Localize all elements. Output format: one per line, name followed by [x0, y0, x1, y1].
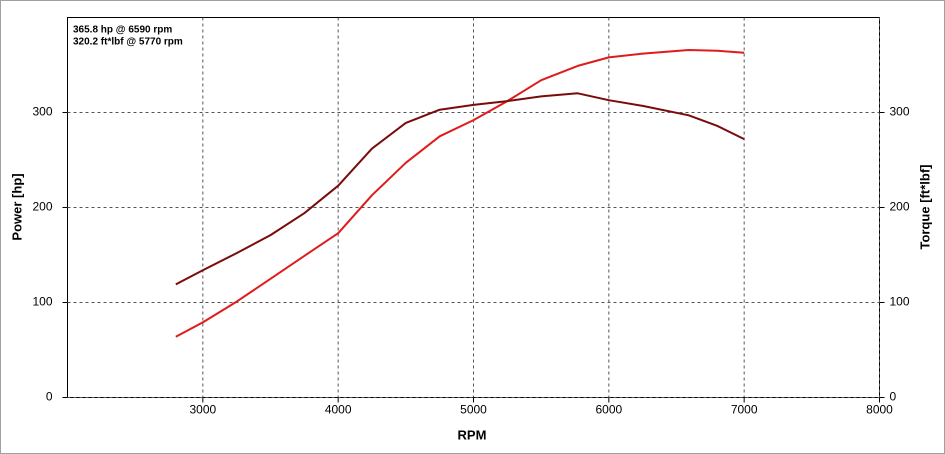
plot-area	[67, 17, 880, 398]
y-tick-label: 0	[46, 390, 53, 404]
x-tick-label: 3000	[189, 403, 216, 417]
x-tick-label: 7000	[731, 403, 758, 417]
y2-tick-label: 300	[890, 105, 910, 119]
y2-tick-label: 200	[890, 200, 910, 214]
annotation: 365.8 hp @ 6590 rpm	[73, 25, 172, 36]
annotation: 320.2 ft*lbf @ 5770 rpm	[73, 37, 183, 48]
y-tick-label: 200	[32, 200, 52, 214]
x-tick-label: 6000	[595, 403, 622, 417]
x-tick-label: 8000	[866, 403, 893, 417]
x-tick-label: 4000	[325, 403, 352, 417]
y2-tick-label: 0	[890, 390, 897, 404]
x-axis-title: RPM	[458, 427, 487, 442]
y-tick-label: 100	[32, 295, 52, 309]
x-tick-label: 5000	[460, 403, 487, 417]
series-line	[175, 49, 745, 338]
series-line	[175, 92, 745, 286]
y2-axis-title: Torque [ft*lbf]	[917, 165, 932, 250]
y-tick-label: 300	[32, 105, 52, 119]
y-axis-title: Power [hp]	[9, 173, 24, 240]
y2-tick-label: 100	[890, 295, 910, 309]
